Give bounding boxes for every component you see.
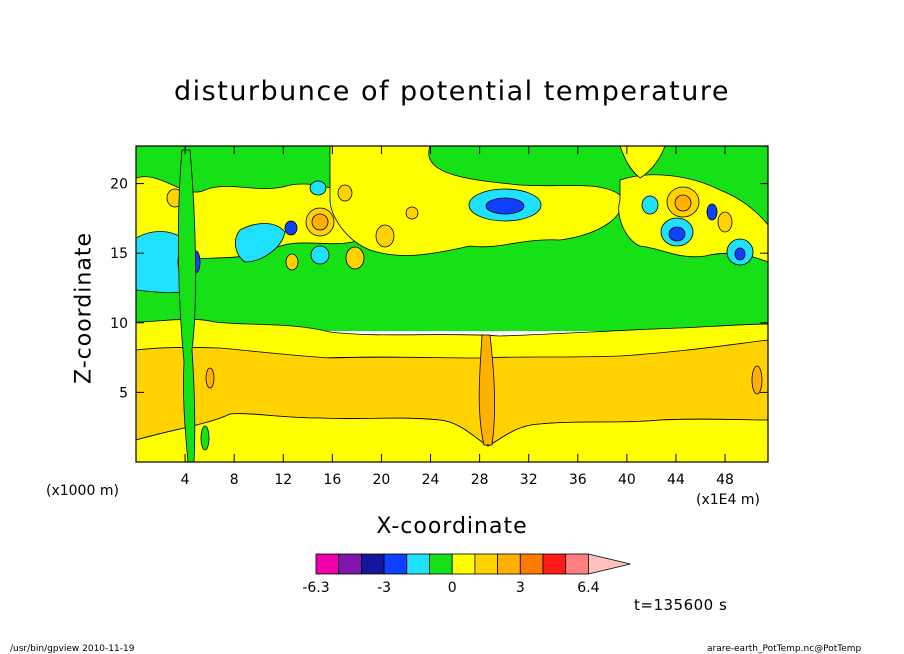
colorbar: -6.3 -3 0 3 6.4 [302,553,631,596]
field-small-b [751,365,763,395]
colorbar-swatch [315,553,340,575]
field-orange-b [375,224,395,248]
field-lower-yellow [136,413,768,462]
y-tick-label: 5 [119,385,128,401]
x-axis-label: X-coordinate [376,514,528,539]
x-tick-label: 40 [618,472,636,488]
y-axis-unit-label: (x1000 m) [46,483,119,499]
x-tick-label: 44 [667,472,685,488]
x-tick-label: 16 [323,472,341,488]
colorbar-swatch [519,553,544,575]
colorbar-tick-label: 3 [516,580,525,596]
footer-program-date: /usr/bin/gpview 2010-11-19 [10,644,135,654]
field-blue-left-c [284,220,298,236]
colorbar-swatch [406,553,430,575]
colorbar-swatch [338,553,362,575]
x-tick-label: 28 [471,472,489,488]
x-tick-label: 32 [520,472,538,488]
y-axis-ticks: 5 10 15 20 [110,177,768,401]
chart-title: disturbunce of potential temperature [174,76,730,107]
colorbar-swatch [451,553,476,575]
field-orange-g [285,253,299,271]
field-blue-right-a [668,226,686,242]
field-cyan-right-c [641,195,659,215]
time-label: t=135600 s [634,596,728,614]
field-orange-right-core [674,194,692,212]
colorbar-swatch [565,553,589,575]
y-axis-label: Z-coordinate [71,232,97,384]
field-blue-right-c [706,203,718,221]
colorbar-tick-label: -6.3 [302,580,329,596]
field-orange-e [717,211,733,233]
field-small-c [200,425,210,451]
x-axis-ticks: 4 8 12 16 20 24 28 32 36 40 44 48 [181,146,734,488]
y-tick-label: 15 [110,246,128,262]
field-blue-center [485,197,525,215]
field-orange-c [345,246,365,270]
colorbar-swatch [383,553,408,575]
x-tick-label: 12 [274,472,292,488]
field-orange-d [405,206,419,220]
field-plume-left [177,149,197,462]
field-cyan-small-a [309,180,327,196]
x-axis-unit-label: (x1E4 m) [696,492,760,508]
colorbar-swatch [497,553,521,575]
field-cyan-left2 [235,223,286,263]
plot-frame [135,145,769,463]
colorbar-tick-label: -3 [377,580,391,596]
x-tick-label: 8 [230,472,239,488]
colorbar-swatch [474,553,498,575]
field-blue-right-b [734,247,746,261]
x-tick-label: 4 [181,472,190,488]
field-orange-a [337,184,353,202]
x-tick-label: 20 [373,472,391,488]
field-orange-left-core [311,213,329,231]
field-cyan-small-b [310,245,330,265]
field-small-a [205,367,215,389]
colorbar-swatch [360,553,385,575]
x-tick-label: 24 [422,472,440,488]
colorbar-swatch [542,553,567,575]
colorbar-tick-label: 0 [448,580,457,596]
y-tick-label: 20 [110,177,128,193]
contour-field [136,146,768,462]
footer-source-file: arare-earth_PotTemp.nc@PotTemp [707,644,862,654]
y-tick-label: 10 [110,316,128,332]
colorbar-extend-arrow [588,553,631,575]
field-upper-yellow-ribbon [619,146,666,179]
field-plume [478,334,496,446]
x-tick-label: 36 [569,472,587,488]
x-tick-label: 48 [716,472,734,488]
colorbar-swatch [429,553,453,575]
colorbar-tick-label: 6.4 [577,580,599,596]
